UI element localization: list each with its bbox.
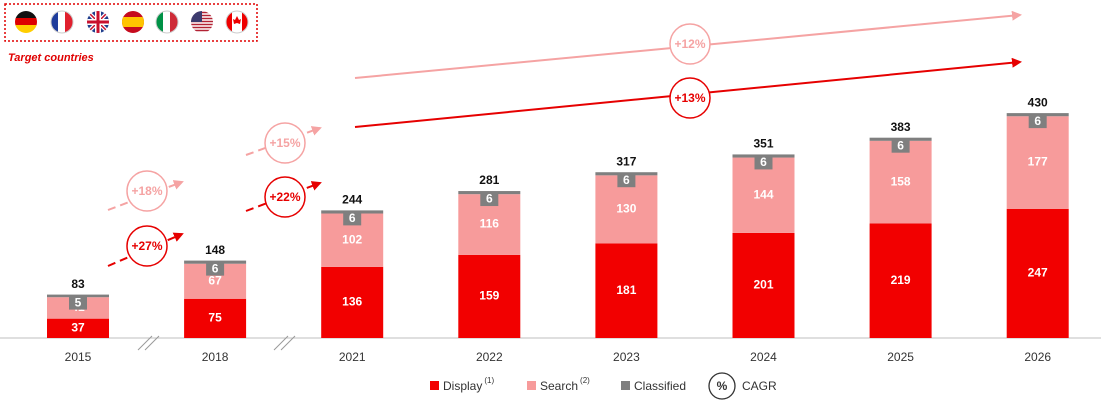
x-tick-label: 2025 (887, 350, 914, 364)
flag-ca (225, 10, 249, 34)
subtitle: Target countries (8, 52, 94, 64)
x-tick-label: 2021 (339, 350, 366, 364)
cagr-circle (126, 170, 168, 212)
total-label: 244 (342, 193, 362, 207)
x-tick-label: 2018 (202, 350, 229, 364)
classified-label-box (754, 155, 773, 170)
data-label: 219 (891, 273, 911, 287)
total-label: 430 (1028, 95, 1048, 109)
data-label: 5 (75, 295, 82, 309)
bar-segment (1006, 116, 1069, 209)
classified-label-box (480, 192, 499, 207)
data-label: 6 (486, 192, 493, 206)
classified-label-box (891, 138, 910, 153)
classified-label-box (206, 261, 225, 276)
cagr-label: +18% (131, 184, 162, 198)
legend-cagr-label: CAGR (742, 379, 777, 393)
flag-us (191, 11, 213, 33)
total-label: 351 (753, 137, 773, 151)
total-label: 281 (479, 173, 499, 187)
classified-label-box (69, 295, 87, 310)
bar-segment (732, 232, 795, 338)
legend-swatch (527, 381, 536, 390)
legend-swatch (430, 381, 439, 390)
data-label: 67 (208, 273, 222, 287)
legend-footnote: (2) (580, 376, 590, 385)
legend-footnote: (1) (484, 376, 494, 385)
legend-label: Classified (634, 379, 686, 393)
bar-segment (184, 298, 247, 338)
cagr-circle (126, 225, 168, 267)
data-label: 130 (616, 202, 636, 216)
data-label: 144 (753, 187, 773, 201)
data-label: 102 (342, 232, 362, 246)
legend-swatch (621, 381, 630, 390)
x-tick-label: 2022 (476, 350, 503, 364)
data-label: 201 (753, 278, 773, 292)
flag-de (15, 11, 37, 33)
data-label: 6 (623, 173, 630, 187)
cagr-circle (264, 176, 306, 218)
data-label: 177 (1028, 155, 1048, 169)
data-label: 159 (479, 289, 499, 303)
data-label: 116 (480, 217, 500, 231)
classified-label-box (343, 211, 362, 226)
legend-cagr-circle (708, 372, 736, 400)
data-label: 247 (1028, 266, 1048, 280)
x-tick-label: 2024 (750, 350, 777, 364)
data-label: 181 (616, 283, 636, 297)
flag-box (4, 3, 258, 42)
cagr-label: +22% (269, 190, 300, 204)
bar-segment (595, 243, 658, 338)
cagr-circle (669, 23, 711, 65)
data-label: 6 (760, 155, 767, 169)
data-label: 75 (208, 311, 222, 325)
flag-uk (87, 11, 109, 33)
x-tick-label: 2015 (65, 350, 92, 364)
total-label: 148 (205, 243, 225, 257)
total-label: 317 (616, 154, 636, 168)
total-label: 83 (71, 277, 85, 291)
bar-segment (869, 140, 932, 224)
cagr-label: +12% (674, 37, 705, 51)
data-label: 136 (342, 295, 362, 309)
bar-segment (1006, 208, 1069, 338)
legend-label: Display (443, 379, 482, 393)
classified-label-box (617, 173, 636, 188)
cagr-label: +27% (131, 239, 162, 253)
cagr-circle (669, 77, 711, 119)
flags (4, 3, 258, 42)
flag-it (155, 10, 179, 34)
data-label: 6 (212, 261, 219, 275)
bar-segment (732, 157, 795, 233)
data-label: 158 (891, 174, 911, 188)
x-tick-label: 2026 (1024, 350, 1051, 364)
data-label: 6 (1034, 114, 1041, 128)
bar-segment (47, 318, 109, 338)
legend-label: Search (540, 379, 578, 393)
bar-segment (321, 266, 384, 338)
data-label: 6 (349, 211, 356, 225)
bar-segment (869, 223, 932, 338)
legend-cagr-symbol: % (717, 379, 728, 393)
cagr-label: +13% (674, 91, 705, 105)
total-label: 383 (891, 120, 911, 134)
cagr-label: +15% (269, 136, 300, 150)
classified-label-box (1028, 114, 1047, 129)
axis-breaks (137, 335, 296, 351)
x-tick-label: 2023 (613, 350, 640, 364)
flag-fr (50, 10, 74, 34)
flag-es (122, 11, 144, 33)
cagr-circle (264, 122, 306, 164)
data-label: 37 (71, 320, 85, 334)
bar-segment (458, 254, 521, 338)
data-label: 6 (897, 138, 904, 152)
